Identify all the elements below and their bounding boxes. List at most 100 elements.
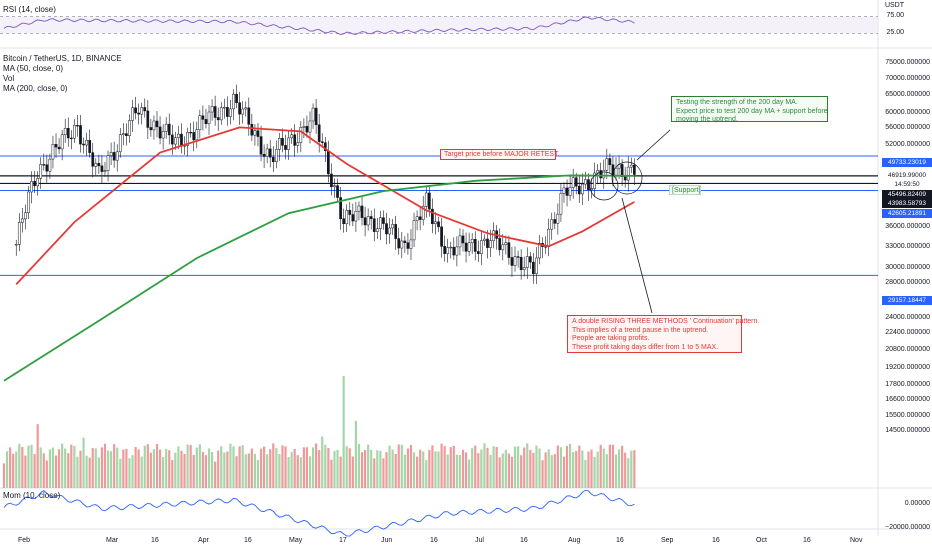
volume-bar bbox=[584, 459, 587, 488]
price-tick-label: 16600.000000 bbox=[885, 396, 930, 404]
candle-body bbox=[492, 230, 495, 241]
volume-bar bbox=[241, 445, 244, 488]
volume-bar bbox=[177, 446, 180, 488]
volume-bar bbox=[165, 448, 168, 488]
candle-body bbox=[274, 149, 278, 162]
annotation-green-note[interactable]: Testing the strength of the 200 day MA. … bbox=[671, 96, 828, 123]
volume-bar bbox=[480, 449, 483, 488]
candle-body bbox=[565, 187, 569, 196]
candle-body bbox=[27, 191, 30, 213]
price-tick-label: 65000.000000 bbox=[885, 91, 930, 99]
candle-body bbox=[73, 125, 76, 139]
momentum-tick-label: −20000.00000 bbox=[885, 524, 930, 531]
volume-bar bbox=[617, 449, 621, 488]
volume-bar bbox=[327, 447, 330, 488]
volume-bar bbox=[143, 445, 146, 488]
volume-bar bbox=[201, 451, 204, 488]
annotation-support-note[interactable]: [Support] bbox=[669, 185, 701, 195]
candle-body bbox=[369, 216, 373, 219]
annotation-red-line: A double RISING THREE METHODS ' Continua… bbox=[572, 318, 760, 325]
volume-bar bbox=[214, 461, 217, 488]
volume-bar bbox=[428, 449, 431, 488]
candles-group bbox=[14, 84, 636, 285]
candle-body bbox=[406, 242, 410, 249]
volume-bar bbox=[290, 452, 293, 488]
volume-bar bbox=[596, 451, 599, 488]
candle-body bbox=[30, 181, 33, 193]
price-tag: 46919.99000 bbox=[882, 171, 932, 180]
volume-bar bbox=[67, 453, 70, 488]
candle-body bbox=[375, 228, 379, 232]
volume-bar bbox=[18, 443, 21, 488]
symbol-legend[interactable]: Bitcoin / TetherUS, 1D, BINANCE bbox=[3, 54, 122, 63]
candle-body bbox=[357, 205, 361, 212]
volume-bar bbox=[94, 448, 97, 488]
volume-bar bbox=[501, 453, 504, 488]
volume-bar bbox=[266, 454, 269, 488]
candle-body bbox=[584, 179, 587, 185]
x-axis-label: May bbox=[289, 537, 303, 544]
volume-bar bbox=[250, 448, 253, 488]
candle-body bbox=[158, 126, 162, 139]
volume-bar bbox=[247, 453, 250, 488]
annotation-red-note[interactable]: A double RISING THREE METHODS ' Continua… bbox=[567, 315, 760, 353]
volume-bar bbox=[125, 448, 128, 488]
mom-legend[interactable]: Mom (10, close) bbox=[3, 491, 61, 500]
candle-body bbox=[424, 192, 428, 207]
candle-body bbox=[60, 134, 64, 150]
candle-body bbox=[265, 148, 269, 157]
candle-body bbox=[216, 117, 220, 121]
volume-bar bbox=[367, 444, 370, 488]
volume-bar bbox=[61, 443, 64, 488]
volume-bar bbox=[5, 451, 9, 488]
volume-bar bbox=[189, 445, 192, 488]
candle-body bbox=[39, 164, 43, 179]
volume-bar bbox=[575, 451, 578, 488]
volume-bar bbox=[140, 456, 143, 488]
price-tick-label: 20800.000000 bbox=[885, 345, 930, 353]
momentum-tick-label: 0.00000 bbox=[904, 500, 930, 507]
volume-bar bbox=[382, 458, 385, 488]
volume-bar bbox=[513, 446, 517, 488]
rsi-legend[interactable]: RSI (14, close) bbox=[3, 5, 56, 14]
ma50-legend[interactable]: MA (50, close, 0) bbox=[3, 64, 64, 73]
volume-bar bbox=[471, 448, 474, 488]
volume-bar bbox=[602, 448, 605, 488]
candle-body bbox=[519, 257, 523, 270]
volume-bar bbox=[614, 454, 618, 488]
candle-body bbox=[235, 93, 238, 103]
annotation-circle bbox=[589, 171, 619, 201]
candle-body bbox=[76, 125, 79, 127]
candle-body bbox=[562, 187, 566, 194]
volume-bar bbox=[116, 447, 119, 488]
annotation-target-note[interactable]: Target price before MAJOR RETEST. bbox=[440, 149, 560, 160]
candle-body bbox=[164, 123, 168, 132]
candle-body bbox=[608, 158, 612, 165]
volume-bar bbox=[431, 445, 434, 488]
volume-bar bbox=[550, 455, 553, 488]
candle-body bbox=[66, 128, 70, 139]
candle-body bbox=[363, 217, 367, 226]
rsi-line bbox=[3, 16, 635, 35]
volume-bar bbox=[443, 446, 446, 488]
candle-body bbox=[486, 238, 489, 248]
x-axis-label: 17 bbox=[339, 537, 347, 544]
volume-bar bbox=[33, 454, 36, 488]
ma200-legend[interactable]: MA (200, close, 0) bbox=[3, 84, 68, 93]
candle-body bbox=[238, 102, 241, 115]
candle-body bbox=[201, 115, 205, 120]
volume-bar bbox=[168, 450, 171, 488]
volume-bar bbox=[434, 451, 437, 488]
candle-body bbox=[293, 134, 297, 146]
candle-body bbox=[366, 216, 370, 226]
volume-bar bbox=[547, 449, 550, 488]
volume-bar bbox=[186, 444, 189, 488]
candle-body bbox=[149, 127, 153, 131]
vol-legend[interactable]: Vol bbox=[3, 74, 15, 83]
candle-body bbox=[241, 108, 245, 115]
candle-body bbox=[379, 217, 382, 229]
volume-bar bbox=[220, 446, 223, 488]
candle-body bbox=[299, 127, 303, 143]
volume-bar bbox=[275, 448, 278, 488]
